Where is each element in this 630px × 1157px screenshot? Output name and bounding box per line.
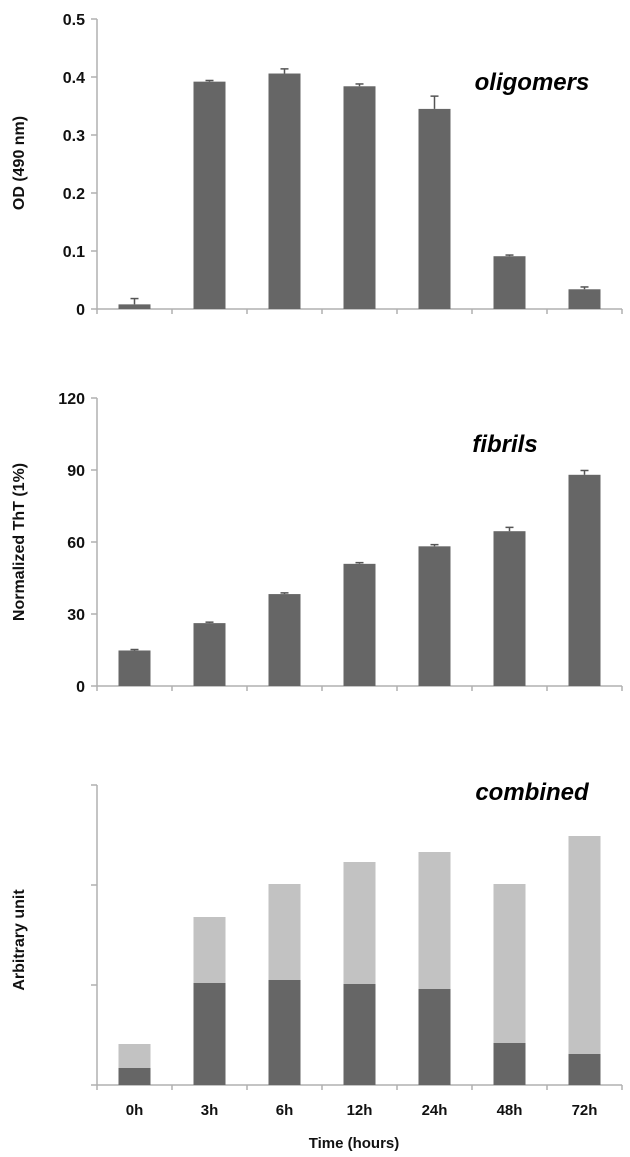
oligomers-plot: 0 0.1 0.2 0.3 0.4 0.5 (63, 12, 623, 319)
combined-title: combined (475, 779, 590, 806)
x-tick-label: 0h (126, 1102, 144, 1119)
bar-segment-fibrils (493, 884, 526, 1043)
bar (193, 623, 226, 686)
bar (193, 81, 226, 309)
bar-segment-fibrils (118, 1044, 151, 1068)
bar (568, 289, 601, 309)
bar-segment-oligomers (268, 980, 301, 1085)
combined-x-axis-label: Time (hours) (309, 1135, 400, 1152)
bar-segment-fibrils (418, 852, 451, 989)
y-tick-label: 60 (67, 535, 85, 552)
bar (418, 546, 451, 686)
y-tick-label: 0.1 (63, 244, 85, 261)
bar (118, 304, 151, 309)
bar (118, 650, 151, 686)
bar (343, 86, 376, 309)
combined-y-axis-label: Arbitrary unit (11, 889, 28, 991)
fibrils-title: fibrils (472, 431, 537, 458)
bar-segment-oligomers (118, 1068, 151, 1085)
y-tick-label: 0.2 (63, 186, 85, 203)
x-tick-label: 6h (276, 1102, 294, 1119)
panel-oligomers: OD (490 nm) oligomers 0 0.1 0.2 0.3 0.4 0.5 (11, 12, 623, 319)
bar-segment-fibrils (193, 917, 226, 983)
y-tick-label: 0 (76, 302, 85, 319)
bar-segment-oligomers (418, 989, 451, 1085)
panel-combined: Arbitrary unit combined 0h 3h 6h 12h 24h 48h 7… (11, 779, 623, 1152)
x-tick-label: 48h (497, 1102, 523, 1119)
x-tick-label: 72h (572, 1102, 598, 1119)
y-tick-label: 0 (76, 679, 85, 696)
bar (268, 73, 301, 310)
bar-segment-fibrils (568, 836, 601, 1054)
bar-segment-oligomers (343, 984, 376, 1085)
combined-plot: 0h 3h 6h 12h 24h 48h 72h (91, 784, 623, 1119)
bar (343, 563, 376, 686)
y-tick-label: 0.3 (63, 128, 85, 145)
bar (568, 474, 601, 686)
bar-segment-fibrils (268, 884, 301, 980)
oligomers-title: oligomers (475, 69, 590, 96)
panel-fibrils: Normalized ThT (1%) fibrils 0 30 60 90 120 (11, 391, 623, 696)
y-tick-label: 120 (58, 391, 85, 408)
bar (493, 256, 526, 309)
y-tick-label: 0.4 (63, 70, 85, 87)
y-tick-label: 30 (67, 607, 85, 624)
fibrils-y-axis-label: Normalized ThT (1%) (11, 463, 28, 621)
bar-segment-oligomers (493, 1043, 526, 1085)
oligomers-y-axis-label: OD (490 nm) (11, 116, 28, 210)
bar (418, 108, 451, 310)
fibrils-plot: 0 30 60 90 120 (58, 391, 623, 696)
bar-segment-fibrils (343, 862, 376, 984)
x-tick-label: 12h (347, 1102, 373, 1119)
bar-segment-oligomers (193, 983, 226, 1085)
bar (493, 531, 526, 686)
x-tick-label: 3h (201, 1102, 219, 1119)
bar-segment-oligomers (568, 1054, 601, 1085)
y-tick-label: 90 (67, 463, 85, 480)
bar (268, 594, 301, 686)
x-tick-label: 24h (422, 1102, 448, 1119)
y-tick-label: 0.5 (63, 12, 85, 29)
